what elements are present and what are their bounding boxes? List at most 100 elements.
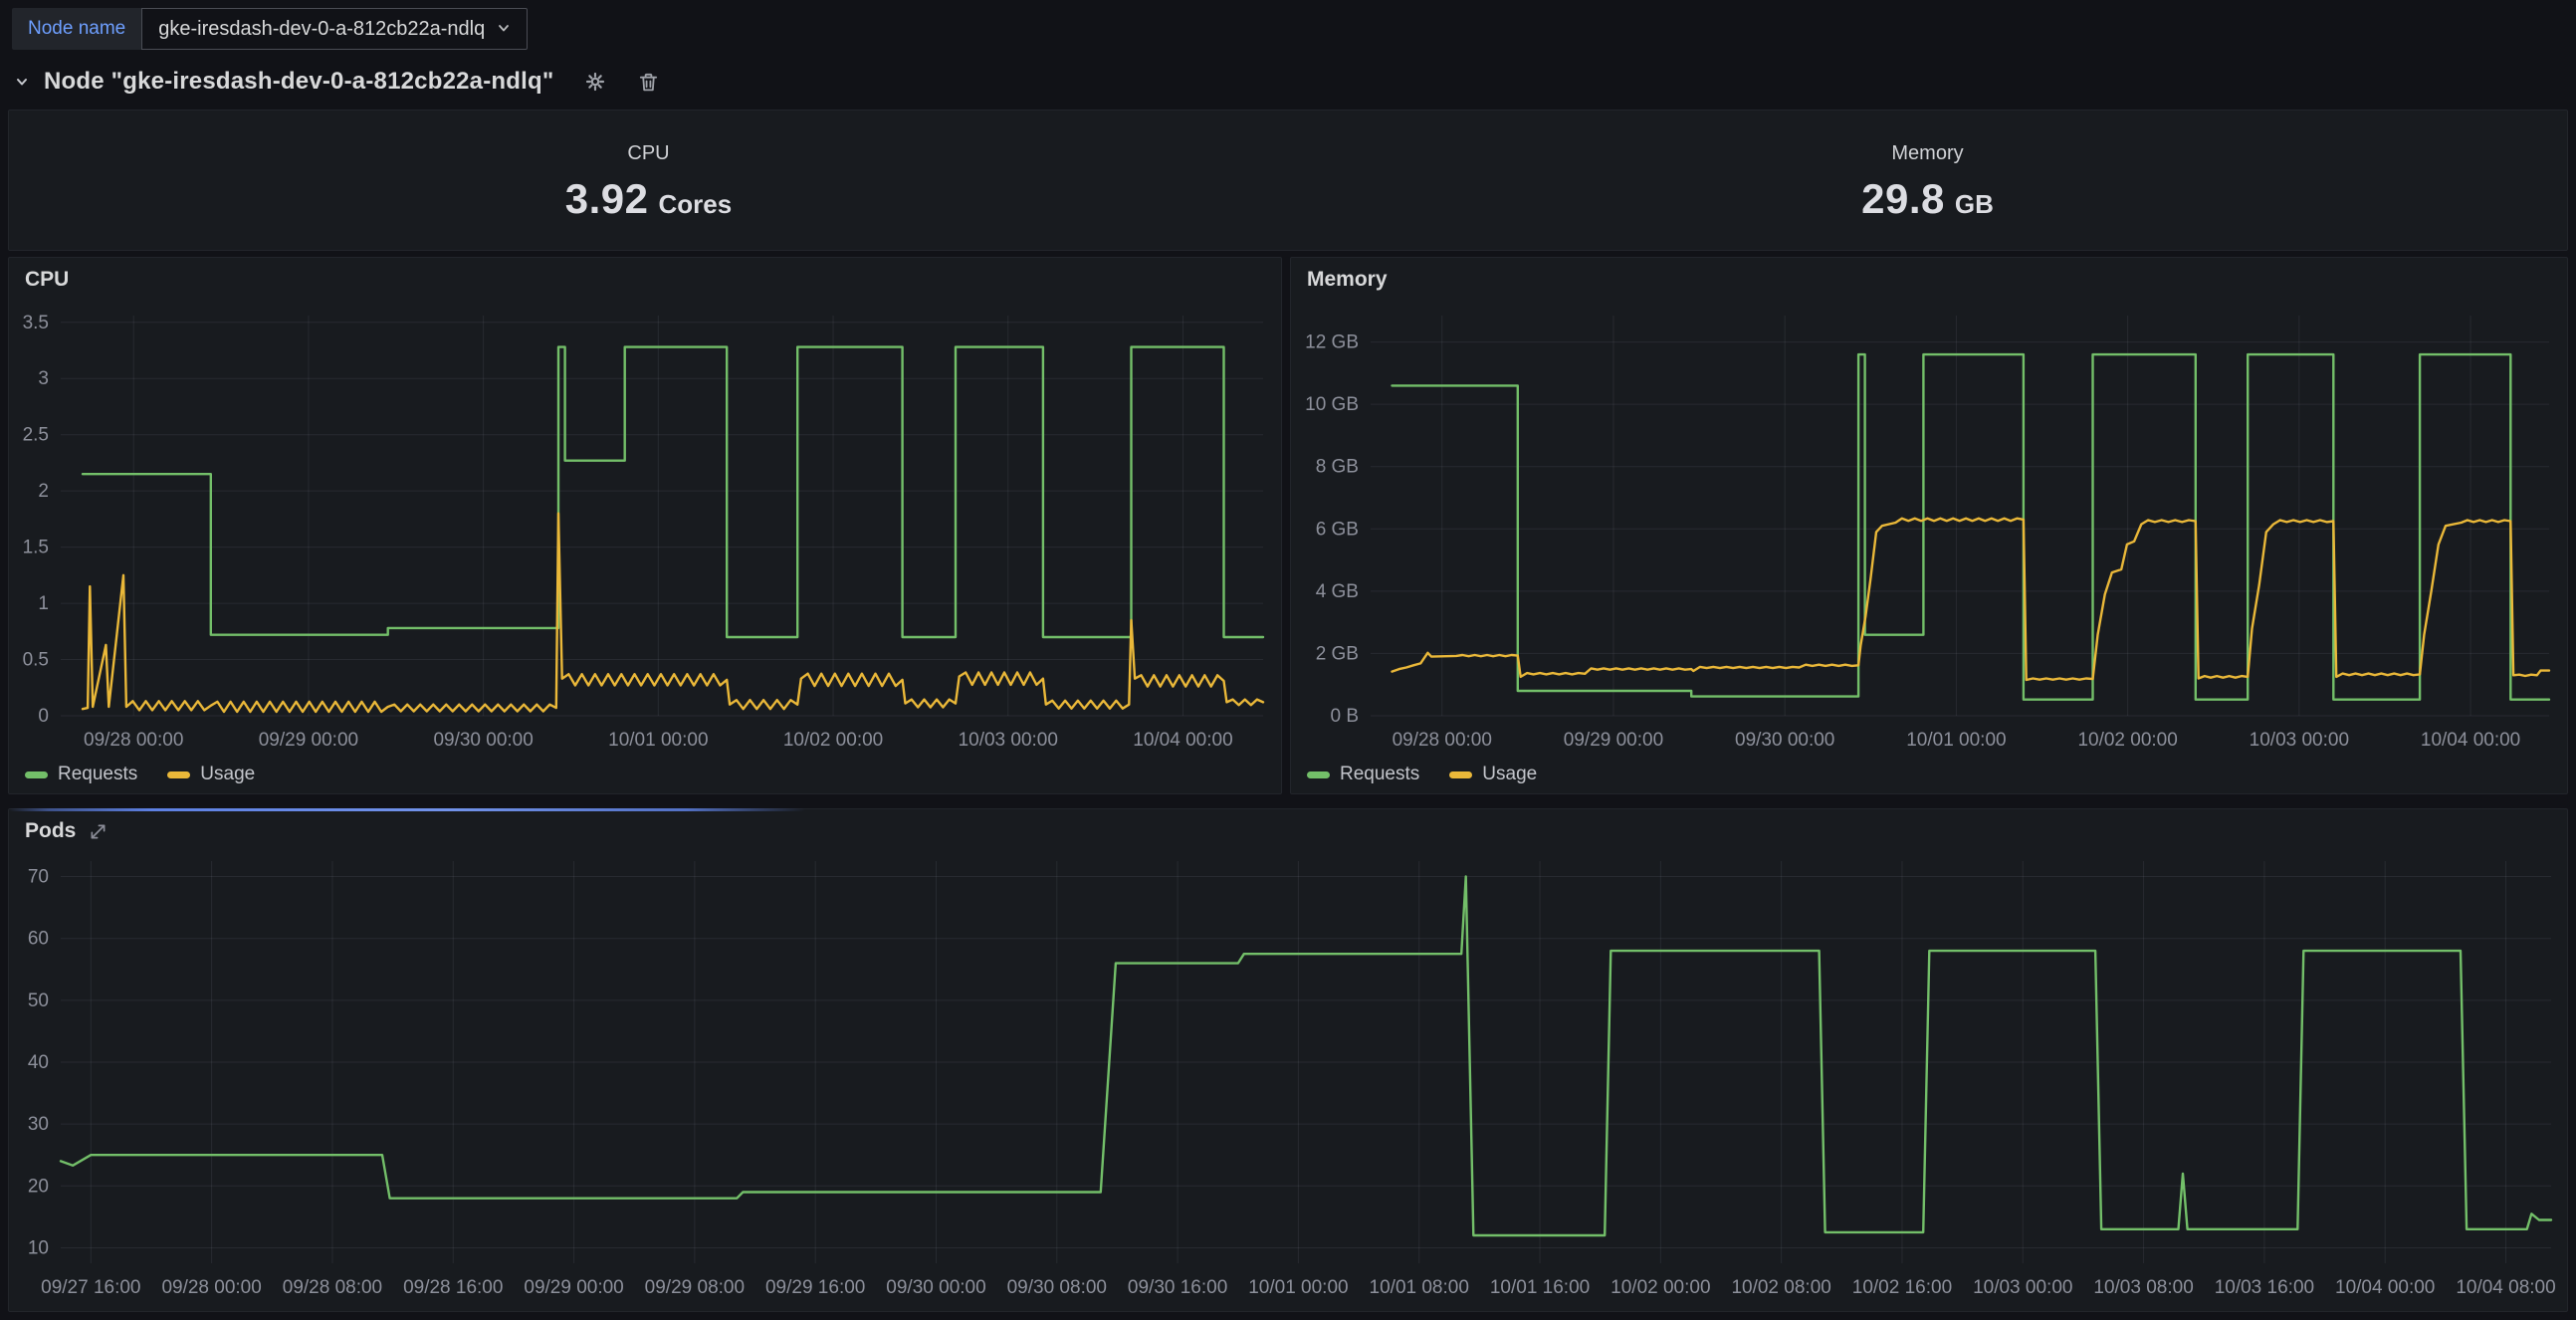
trash-icon[interactable] bbox=[637, 71, 660, 94]
series-requests bbox=[1393, 354, 2550, 700]
y-tick-label: 0 B bbox=[1330, 706, 1359, 727]
legend-item-usage[interactable]: Usage bbox=[1449, 764, 1537, 785]
memory-panel-title[interactable]: Memory bbox=[1307, 268, 1388, 292]
memory-stat-title: Memory bbox=[1891, 142, 1963, 165]
x-tick-label: 09/29 00:00 bbox=[1564, 730, 1663, 751]
y-tick-label: 30 bbox=[28, 1114, 49, 1135]
cpu-stat: CPU 3.92 Cores bbox=[9, 110, 1288, 250]
y-tick-label: 4 GB bbox=[1316, 581, 1359, 602]
stat-panel: CPU 3.92 Cores Memory 29.8 GB bbox=[8, 110, 2568, 251]
node-name-dropdown[interactable]: gke-iresdash-dev-0-a-812cb22a-ndlq bbox=[141, 8, 528, 50]
pods-plot[interactable]: 1020304050607009/27 16:0009/28 00:0009/2… bbox=[9, 809, 2567, 1311]
cpu-panel: CPU 00.511.522.533.509/28 00:0009/29 00:… bbox=[8, 257, 1282, 794]
x-tick-label: 09/28 00:00 bbox=[161, 1277, 261, 1298]
legend-label: Usage bbox=[1482, 764, 1537, 785]
x-tick-label: 10/01 00:00 bbox=[608, 730, 708, 751]
legend-color-pill bbox=[1449, 771, 1472, 778]
panel-loading-indicator bbox=[9, 808, 805, 811]
y-tick-label: 70 bbox=[28, 867, 49, 888]
x-tick-label: 10/03 00:00 bbox=[2250, 730, 2349, 751]
x-tick-label: 09/29 16:00 bbox=[765, 1277, 865, 1298]
memory-stat-value: 29.8 bbox=[1861, 175, 1945, 223]
x-tick-label: 09/28 08:00 bbox=[283, 1277, 382, 1298]
x-tick-label: 10/04 00:00 bbox=[1133, 730, 1232, 751]
x-tick-label: 09/29 08:00 bbox=[645, 1277, 745, 1298]
row-header: Node "gke-iresdash-dev-0-a-812cb22a-ndlq… bbox=[14, 62, 660, 102]
y-tick-label: 40 bbox=[28, 1052, 49, 1073]
cpu-panel-title[interactable]: CPU bbox=[25, 268, 69, 292]
pods-panel-title[interactable]: Pods bbox=[25, 819, 76, 843]
x-tick-label: 10/01 16:00 bbox=[1490, 1277, 1590, 1298]
cpu-chart[interactable]: 00.511.522.533.509/28 00:0009/29 00:0009… bbox=[9, 258, 1281, 793]
variable-name-label[interactable]: Node name bbox=[12, 8, 141, 50]
cpu-stat-unit: Cores bbox=[659, 189, 733, 220]
x-tick-label: 10/02 00:00 bbox=[2077, 730, 2177, 751]
x-tick-label: 10/02 16:00 bbox=[1852, 1277, 1952, 1298]
y-tick-label: 12 GB bbox=[1305, 332, 1359, 353]
x-tick-label: 10/02 08:00 bbox=[1731, 1277, 1830, 1298]
y-tick-label: 2 GB bbox=[1316, 643, 1359, 664]
panel-links-icon[interactable] bbox=[88, 821, 108, 842]
legend-item-requests[interactable]: Requests bbox=[1307, 764, 1419, 785]
cpu-plot[interactable]: 00.511.522.533.509/28 00:0009/29 00:0009… bbox=[9, 258, 1281, 793]
x-tick-label: 09/30 00:00 bbox=[433, 730, 533, 751]
memory-plot[interactable]: 0 B2 GB4 GB6 GB8 GB10 GB12 GB09/28 00:00… bbox=[1291, 258, 2567, 793]
legend-item-usage[interactable]: Usage bbox=[167, 764, 255, 785]
y-tick-label: 10 bbox=[28, 1237, 49, 1258]
y-tick-label: 3 bbox=[38, 368, 49, 389]
chevron-down-icon bbox=[497, 18, 511, 41]
y-tick-label: 20 bbox=[28, 1176, 49, 1197]
x-tick-label: 10/02 00:00 bbox=[783, 730, 883, 751]
y-tick-label: 0.5 bbox=[23, 650, 49, 671]
pods-chart[interactable]: 1020304050607009/27 16:0009/28 00:0009/2… bbox=[9, 809, 2567, 1311]
x-tick-label: 09/30 00:00 bbox=[886, 1277, 985, 1298]
x-tick-label: 09/28 00:00 bbox=[84, 730, 183, 751]
x-tick-label: 09/28 00:00 bbox=[1393, 730, 1492, 751]
series-pods bbox=[61, 877, 2551, 1236]
legend-color-pill bbox=[25, 771, 48, 778]
series-usage bbox=[83, 514, 1263, 712]
x-tick-label: 10/01 00:00 bbox=[1906, 730, 2006, 751]
x-tick-label: 10/04 00:00 bbox=[2335, 1277, 2435, 1298]
y-tick-label: 2 bbox=[38, 481, 49, 502]
cpu-stat-title: CPU bbox=[627, 142, 669, 165]
legend-label: Requests bbox=[1340, 764, 1419, 785]
node-name-value: gke-iresdash-dev-0-a-812cb22a-ndlq bbox=[158, 18, 485, 41]
memory-legend: Requests Usage bbox=[1307, 764, 1537, 785]
gear-icon[interactable] bbox=[583, 70, 607, 94]
row-title[interactable]: Node "gke-iresdash-dev-0-a-812cb22a-ndlq… bbox=[44, 68, 553, 96]
x-tick-label: 09/30 00:00 bbox=[1735, 730, 1834, 751]
x-tick-label: 10/03 16:00 bbox=[2215, 1277, 2314, 1298]
x-tick-label: 09/29 00:00 bbox=[259, 730, 358, 751]
x-tick-label: 10/03 00:00 bbox=[1973, 1277, 2072, 1298]
series-requests bbox=[83, 347, 1263, 637]
x-tick-label: 10/04 08:00 bbox=[2456, 1277, 2555, 1298]
legend-label: Usage bbox=[200, 764, 255, 785]
x-tick-label: 09/30 16:00 bbox=[1128, 1277, 1227, 1298]
memory-chart[interactable]: 0 B2 GB4 GB6 GB8 GB10 GB12 GB09/28 00:00… bbox=[1291, 258, 2567, 793]
cpu-legend: Requests Usage bbox=[25, 764, 255, 785]
x-tick-label: 10/04 00:00 bbox=[2421, 730, 2520, 751]
y-tick-label: 8 GB bbox=[1316, 457, 1359, 478]
y-tick-label: 50 bbox=[28, 990, 49, 1011]
y-tick-label: 0 bbox=[38, 706, 49, 727]
y-tick-label: 10 GB bbox=[1305, 394, 1359, 415]
series-usage bbox=[1393, 519, 2550, 680]
y-tick-label: 1 bbox=[38, 593, 49, 614]
y-tick-label: 2.5 bbox=[23, 425, 49, 446]
y-tick-label: 3.5 bbox=[23, 313, 49, 333]
variable-bar: Node name gke-iresdash-dev-0-a-812cb22a-… bbox=[12, 8, 528, 50]
grafana-dashboard: { "topbar": { "variable_label": "Node na… bbox=[0, 0, 2576, 1320]
memory-panel: Memory 0 B2 GB4 GB6 GB8 GB10 GB12 GB09/2… bbox=[1290, 257, 2568, 794]
x-tick-label: 10/03 08:00 bbox=[2093, 1277, 2193, 1298]
x-tick-label: 10/02 00:00 bbox=[1610, 1277, 1710, 1298]
x-tick-label: 09/29 00:00 bbox=[524, 1277, 623, 1298]
legend-item-requests[interactable]: Requests bbox=[25, 764, 137, 785]
x-tick-label: 09/28 16:00 bbox=[403, 1277, 503, 1298]
legend-color-pill bbox=[1307, 771, 1330, 778]
x-tick-label: 10/03 00:00 bbox=[959, 730, 1058, 751]
memory-stat-unit: GB bbox=[1955, 189, 1994, 220]
row-collapse-chevron-icon[interactable] bbox=[14, 74, 30, 90]
pods-panel: Pods 1020304050607009/27 16:0009/28 00:0… bbox=[8, 808, 2568, 1312]
cpu-stat-value: 3.92 bbox=[565, 175, 649, 223]
